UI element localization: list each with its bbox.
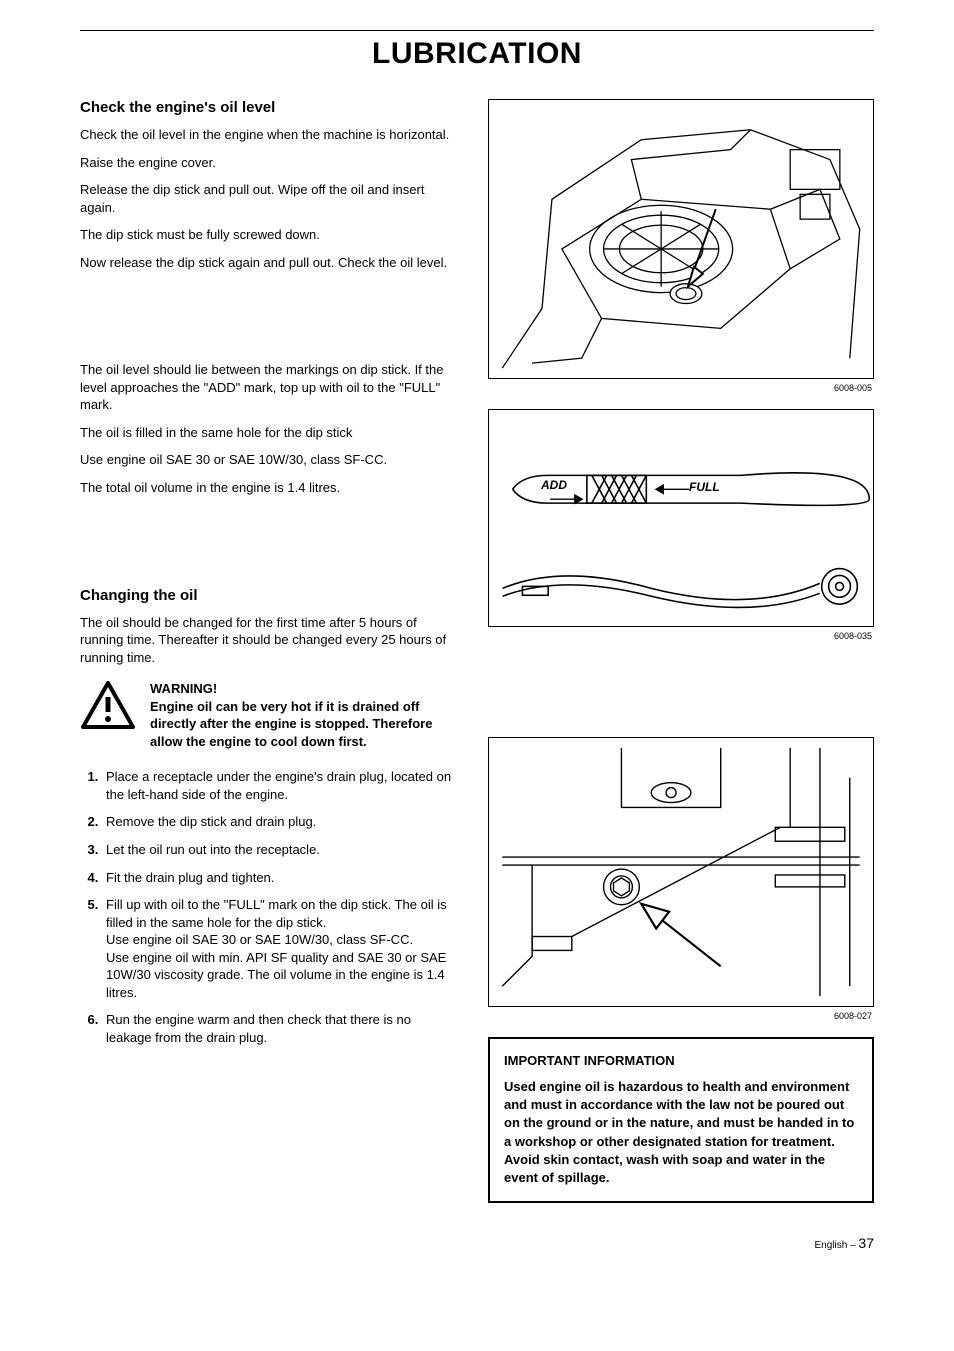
figure-code: 6008-027 (488, 1011, 872, 1021)
heading-changing-oil: Changing the oil (80, 587, 460, 604)
figure-engine (488, 99, 874, 379)
page-footer: English – 37 (80, 1235, 874, 1251)
step-item: Fit the drain plug and tighten. (102, 869, 460, 887)
step-item: Place a receptacle under the engine's dr… (102, 768, 460, 803)
para: Use engine oil SAE 30 or SAE 10W/30, cla… (80, 451, 460, 469)
figure-drain-plug (488, 737, 874, 1007)
info-box-body: Used engine oil is hazardous to health a… (504, 1078, 858, 1187)
step-item: Fill up with oil to the "FULL" mark on t… (102, 896, 460, 1001)
warning-title: WARNING! (150, 680, 460, 698)
steps-list: Place a receptacle under the engine's dr… (80, 768, 460, 1046)
para: The oil level should lie between the mar… (80, 361, 460, 414)
para: Check the oil level in the engine when t… (80, 126, 460, 144)
warning-body: Engine oil can be very hot if it is drai… (150, 698, 460, 751)
figure-code: 6008-005 (488, 383, 872, 393)
warning-icon (80, 680, 136, 730)
footer-lang: English – (815, 1240, 859, 1251)
para: Now release the dip stick again and pull… (80, 254, 460, 272)
para: The dip stick must be fully screwed down… (80, 226, 460, 244)
label-full: FULL (689, 480, 720, 494)
page-number: 37 (858, 1235, 874, 1251)
step-item: Remove the dip stick and drain plug. (102, 813, 460, 831)
label-add: ADD (541, 478, 567, 492)
para: The total oil volume in the engine is 1.… (80, 479, 460, 497)
important-info-box: IMPORTANT INFORMATION Used engine oil is… (488, 1037, 874, 1203)
page-title: LUBRICATION (80, 37, 874, 71)
warning-block: WARNING! Engine oil can be very hot if i… (80, 680, 460, 750)
para: The oil should be changed for the first … (80, 614, 460, 667)
info-box-heading: IMPORTANT INFORMATION (504, 1053, 858, 1068)
heading-check-oil: Check the engine's oil level (80, 99, 460, 116)
step-item: Run the engine warm and then check that … (102, 1011, 460, 1046)
para: The oil is filled in the same hole for t… (80, 424, 460, 442)
step-item: Let the oil run out into the receptacle. (102, 841, 460, 859)
figure-dipstick: ADD FULL (488, 409, 874, 627)
figure-code: 6008-035 (488, 631, 872, 641)
para: Raise the engine cover. (80, 154, 460, 172)
para: Release the dip stick and pull out. Wipe… (80, 181, 460, 216)
